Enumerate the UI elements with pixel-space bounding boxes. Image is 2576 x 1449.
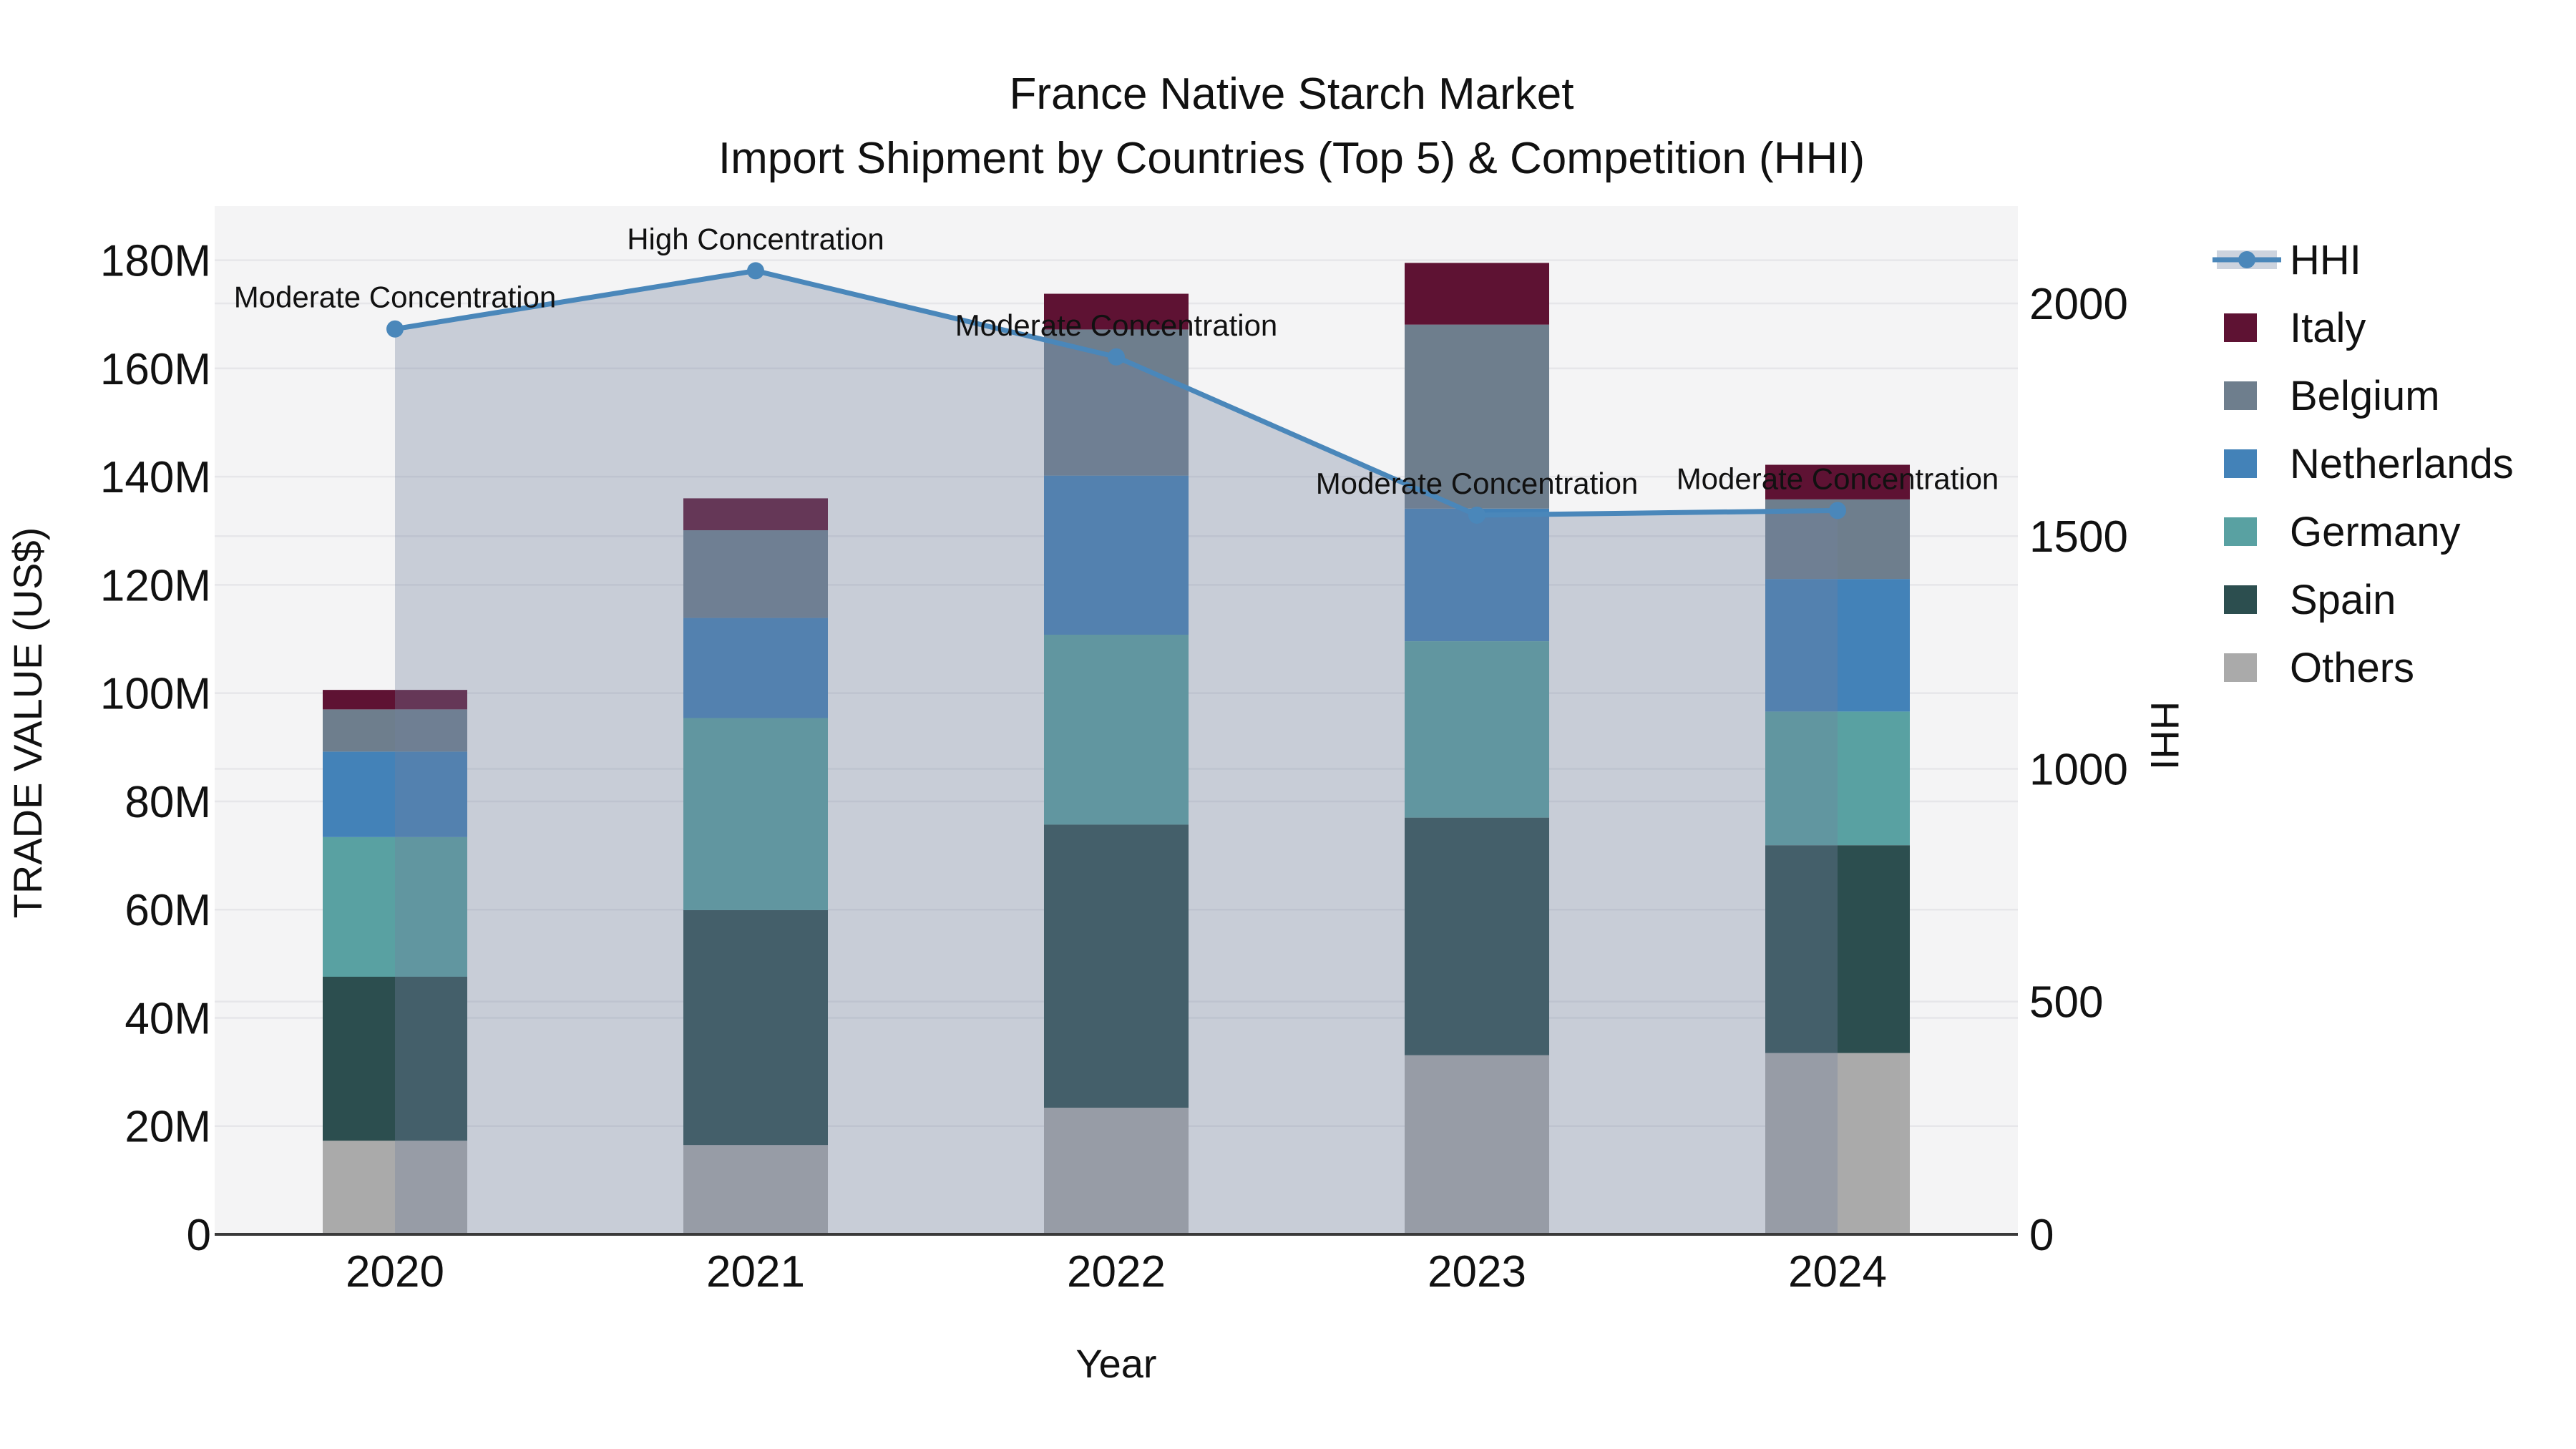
y-left-tick-label-100M: 100M [100, 670, 211, 719]
y-left-tick-label-40M: 40M [125, 994, 211, 1043]
bar-segment-2024-italy [1765, 464, 1910, 499]
legend-item-spain: Spain [2224, 577, 2396, 623]
legend-item-hhi: HHI [2212, 237, 2361, 283]
bar-segment-2024-netherlands [1765, 579, 1910, 712]
legend-item-germany: Germany [2224, 509, 2461, 555]
legend-swatch-others [2224, 653, 2257, 682]
legend-swatch-spain [2224, 585, 2257, 614]
bar-segment-2022-spain [1044, 824, 1189, 1108]
y-left-axis-title: TRADE VALUE (US$) [5, 527, 50, 919]
legend-label-netherlands: Netherlands [2290, 441, 2514, 487]
legend-swatch-belgium [2224, 381, 2257, 410]
legend-hhi-marker-swatch [2238, 251, 2255, 268]
legend-swatch-netherlands [2224, 449, 2257, 478]
annotation-2021: High Concentration [627, 222, 884, 255]
y-left-tick-label-140M: 140M [100, 453, 211, 502]
y-left-tick-label-0: 0 [187, 1211, 211, 1260]
hhi-marker-2022 [1108, 348, 1125, 366]
bar-segment-2021-others [683, 1145, 828, 1234]
bar-segment-2020-netherlands [323, 751, 467, 837]
chart-title-line2: Import Shipment by Countries (Top 5) & C… [718, 134, 1865, 183]
bar-segment-2020-others [323, 1141, 467, 1234]
bar-segment-2021-germany [683, 718, 828, 910]
y-left-tick-label-160M: 160M [100, 345, 211, 394]
bar-segment-2021-netherlands [683, 618, 828, 718]
hhi-marker-2023 [1468, 506, 1485, 524]
hhi-marker-2020 [386, 320, 404, 338]
annotation-2023: Moderate Concentration [1316, 467, 1639, 500]
legend-swatch-germany [2224, 517, 2257, 546]
bar-segment-2020-belgium [323, 709, 467, 752]
hhi-area-band [395, 270, 1838, 1234]
legend-item-italy: Italy [2224, 305, 2366, 351]
y-right-axis-title: HHI [2142, 701, 2187, 770]
legend-item-belgium: Belgium [2224, 373, 2440, 419]
bar-segment-2023-italy [1405, 263, 1549, 325]
hhi-marker-2021 [747, 262, 764, 280]
annotation-2020: Moderate Concentration [234, 280, 557, 314]
bar-segment-2023-belgium [1405, 324, 1549, 509]
y-left-tick-label-120M: 120M [100, 561, 211, 610]
annotation-2024: Moderate Concentration [1677, 462, 1999, 495]
bar-segment-2024-others [1765, 1053, 1910, 1234]
y-right-tick-label-0: 0 [2029, 1211, 2054, 1260]
x-tick-label-2024: 2024 [1788, 1247, 1887, 1297]
legend-label-italy: Italy [2290, 305, 2366, 351]
y-right-tick-label-500: 500 [2029, 978, 2103, 1028]
bar-segment-2022-others [1044, 1108, 1189, 1234]
legend-item-netherlands: Netherlands [2224, 441, 2514, 487]
x-tick-label-2023: 2023 [1428, 1247, 1526, 1297]
bar-segment-2021-italy [683, 498, 828, 531]
y-left-tick-label-20M: 20M [125, 1103, 211, 1152]
legend-label-hhi: HHI [2290, 237, 2361, 283]
bar-segment-2020-spain [323, 976, 467, 1141]
legend-item-others: Others [2224, 645, 2414, 691]
bar-segment-2022-netherlands [1044, 475, 1189, 635]
y-left-tick-label-80M: 80M [125, 778, 211, 827]
bar-segment-2024-spain [1765, 845, 1910, 1053]
hhi-marker-2024 [1829, 502, 1846, 519]
bar-segment-2023-spain [1405, 817, 1549, 1055]
legend-label-belgium: Belgium [2290, 373, 2440, 419]
legend-label-germany: Germany [2290, 509, 2461, 555]
bar-segment-2020-italy [323, 690, 467, 710]
annotation-2022: Moderate Concentration [955, 308, 1278, 342]
legend-swatch-italy [2224, 313, 2257, 342]
legend-label-spain: Spain [2290, 577, 2396, 623]
x-tick-label-2022: 2022 [1067, 1247, 1166, 1297]
bar-segment-2023-germany [1405, 641, 1549, 818]
bar-segment-2023-others [1405, 1055, 1549, 1234]
x-tick-label-2020: 2020 [346, 1247, 444, 1297]
bar-segment-2024-germany [1765, 711, 1910, 846]
bar-segment-2020-germany [323, 836, 467, 977]
x-tick-label-2021: 2021 [706, 1247, 805, 1297]
bar-segment-2023-netherlands [1405, 508, 1549, 642]
bar-segment-2021-belgium [683, 530, 828, 618]
y-left-tick-label-60M: 60M [125, 886, 211, 935]
y-right-tick-label-1000: 1000 [2029, 745, 2128, 794]
chart-title-line1: France Native Starch Market [1009, 69, 1574, 119]
bar-segment-2022-italy [1044, 293, 1189, 330]
legend-label-others: Others [2290, 645, 2414, 691]
y-right-tick-label-2000: 2000 [2029, 280, 2128, 329]
y-left-tick-label-180M: 180M [100, 237, 211, 286]
bar-segment-2022-germany [1044, 635, 1189, 825]
y-right-tick-label-1500: 1500 [2029, 512, 2128, 562]
bar-segment-2021-spain [683, 909, 828, 1146]
x-axis-title: Year [1075, 1341, 1156, 1386]
